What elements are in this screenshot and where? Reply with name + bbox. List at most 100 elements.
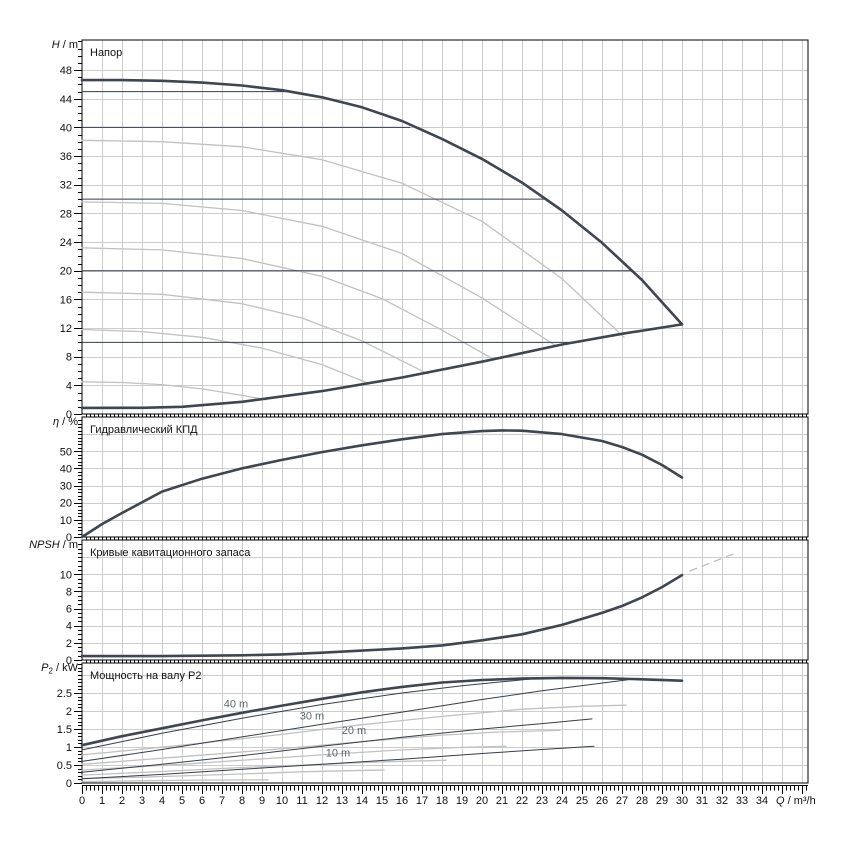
power-curve-10m [81, 745, 595, 780]
panel-npsh: 0 2 4 6 8 10 NPSH / m Кривые кавитационного зап… [29, 539, 809, 667]
x-tick-label: 29 [656, 795, 668, 807]
x-tick-label: 18 [436, 795, 448, 807]
x-tick-label: 1 [99, 795, 105, 807]
curve-label-10m: 10 m [326, 747, 350, 759]
x-axis-label: Q / m³/h [776, 795, 816, 807]
panel-title-npsh: Кривые кавитационного запаса [90, 547, 251, 559]
y-tick-label: 2 [66, 638, 72, 650]
y-tick-label: 4 [66, 380, 72, 392]
x-tick-label: 34 [756, 795, 768, 807]
x-tick-label: 2 [119, 795, 125, 807]
x-tick-label: 11 [296, 795, 307, 807]
x-tick-label: 24 [556, 795, 568, 807]
power-curve-30m [81, 679, 629, 762]
x-tick-label: 32 [716, 795, 728, 807]
x-tick-label: 3 [139, 795, 145, 807]
x-tick-label: 20 [476, 795, 488, 807]
x-tick-label: 13 [336, 795, 348, 807]
y-tick-label: 4 [66, 621, 72, 633]
x-tick-label: 33 [736, 795, 748, 807]
y-axis-label-head: H / m [52, 39, 78, 51]
x-tick-label: 0 [79, 795, 85, 807]
power-curve-40m [81, 678, 533, 751]
y-tick-label: 20 [60, 498, 72, 510]
speed-curve-50pct [81, 328, 369, 384]
npsh-curve [80, 573, 684, 658]
x-tick-label: 14 [356, 795, 368, 807]
y-tick-label: 6 [66, 604, 72, 616]
x-tick-label: 9 [259, 795, 265, 807]
curve-label-40m: 40 m [224, 698, 248, 710]
x-tick-label: 6 [199, 795, 205, 807]
panel-border [81, 539, 809, 661]
y-tick-label: 24 [60, 237, 72, 249]
min-speed-envelope-curve [80, 323, 684, 410]
y-tick-label: 12 [60, 323, 72, 335]
x-tick-label: 10 [276, 795, 288, 807]
y-tick-label: 32 [60, 180, 72, 192]
y-tick-label: 2.5 [57, 688, 72, 700]
y-tick-label: 1 [66, 742, 72, 754]
x-tick-label: 25 [576, 795, 588, 807]
x-tick-label: 31 [696, 795, 708, 807]
y-tick-label: 40 [60, 463, 72, 475]
y-tick-label: 1.5 [57, 724, 72, 736]
panel-title-head: Напор [90, 47, 122, 59]
x-tick-label: 30 [676, 795, 688, 807]
panel-border [81, 662, 809, 784]
power-speed-curve-60pct [81, 759, 447, 776]
x-tick-label: 7 [219, 795, 225, 807]
x-tick-label: 12 [316, 795, 328, 807]
x-tick-label: 4 [159, 795, 165, 807]
x-tick-label: 22 [516, 795, 528, 807]
y-tick-label: 36 [60, 151, 72, 163]
y-tick-label: 50 [60, 446, 72, 458]
x-tick-label: 8 [239, 795, 245, 807]
x-tick-label: 21 [496, 795, 508, 807]
speed-curve-60pct [81, 291, 429, 375]
panel-title-efficiency: Гидравлический КПД [90, 424, 198, 436]
y-tick-label: 2 [66, 706, 72, 718]
y-axis-label-npsh: NPSH / m [29, 539, 78, 551]
max-speed-head-curve [80, 78, 684, 326]
speed-curve-80pct [81, 201, 557, 347]
panel-border [81, 39, 809, 415]
panel-title-power: Мощность на валу P2 [90, 670, 202, 682]
y-tick-label: 8 [66, 352, 72, 364]
x-tick-label: 15 [376, 795, 388, 807]
hydraulic-efficiency-curve [80, 429, 684, 539]
speed-curve-30pct [81, 381, 267, 401]
power-speed-curve-30pct [81, 779, 269, 783]
y-tick-label: 30 [60, 481, 72, 493]
y-tick-label: 40 [60, 122, 72, 134]
max-speed-power-curve [80, 676, 684, 747]
y-tick-label: 0 [66, 409, 72, 421]
curve-label-30m: 30 m [300, 711, 324, 723]
y-tick-label: 10 [60, 569, 72, 581]
panel-power: 0 0.5 1 1.5 2 2.5 40 m 30 m 20 m 10 m P2 / kW Мощно… [41, 662, 809, 790]
power-curve-20m [81, 718, 593, 773]
y-tick-label: 20 [60, 266, 72, 278]
curve-label-20m: 20 m [342, 725, 366, 737]
speed-curve-90pct [81, 139, 625, 338]
y-axis-label-power: P2 / kW [41, 662, 78, 676]
y-tick-label: 16 [60, 294, 72, 306]
x-tick-label: 17 [416, 795, 428, 807]
x-tick-label: 26 [596, 795, 608, 807]
power-speed-curve-70pct [81, 745, 507, 771]
x-tick-label: 28 [636, 795, 648, 807]
y-tick-label: 0 [66, 778, 72, 790]
x-axis: 0 1 2 3 4 5 6 7 8 9 10 11 12 13 14 15 16 17 18 19 20 21 22 23 24… [79, 784, 816, 807]
x-tick-label: 5 [179, 795, 185, 807]
speed-curve-70pct [81, 247, 495, 361]
y-tick-label: 0 [66, 655, 72, 667]
y-tick-label: 28 [60, 208, 72, 220]
x-tick-label: 16 [396, 795, 408, 807]
y-tick-label: 0.5 [57, 760, 72, 772]
panel-border [81, 416, 809, 538]
y-tick-label: 44 [60, 94, 72, 106]
y-axis-label-efficiency: η / % [53, 416, 78, 428]
x-tick-label: 23 [536, 795, 548, 807]
